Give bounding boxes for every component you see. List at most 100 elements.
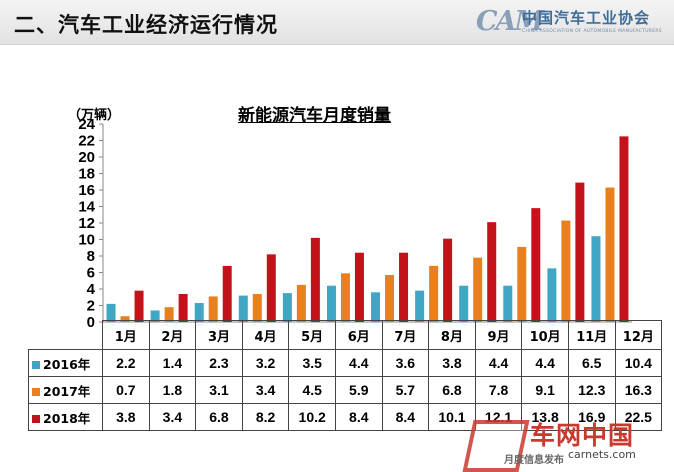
y-tick-label: 2 xyxy=(87,298,95,315)
bar-2016年-6月 xyxy=(326,285,336,322)
category-label: 5月 xyxy=(288,320,336,350)
bar-2017年-6月 xyxy=(340,273,350,322)
series-row: 2018年 3.8 3.4 6.8 8.2 10.2 8.4 8.4 10.1 12.1 13.8 1… xyxy=(28,403,663,431)
data-label: 9.1 xyxy=(521,376,569,404)
bar-2016年-3月 xyxy=(194,303,204,322)
data-label: 3.8 xyxy=(102,403,150,431)
bar-2016年-12月 xyxy=(591,236,601,322)
bar-2016年-1月 xyxy=(106,303,116,322)
bar-2018年-7月 xyxy=(399,252,409,322)
y-tick-label: 10 xyxy=(78,232,95,249)
legend-swatch xyxy=(32,415,40,423)
watermark-url: carnets.com xyxy=(568,448,636,461)
bar-2018年-1月 xyxy=(134,290,144,322)
category-label: 10月 xyxy=(521,320,569,350)
category-label: 8月 xyxy=(428,320,476,350)
series-name: 2018年 xyxy=(43,410,91,426)
series-legend-label: 2018年 xyxy=(28,403,103,431)
bar-2018年-10月 xyxy=(531,208,541,322)
bar-2016年-5月 xyxy=(282,293,292,322)
bar-2017年-10月 xyxy=(517,246,527,322)
category-label: 9月 xyxy=(474,320,523,350)
y-tick-label: 6 xyxy=(87,265,95,282)
data-label: 2.2 xyxy=(102,349,150,377)
bar-2018年-5月 xyxy=(310,237,320,322)
y-tick-label: 12 xyxy=(78,215,95,232)
slide-header: 二、汽车工业经济运行情况 CAM 中国汽车工业协会 CHINA ASSOCIAT… xyxy=(0,0,674,45)
bar-2017年-12月 xyxy=(605,187,615,322)
data-label: 6.5 xyxy=(567,349,616,377)
y-tick-label: 20 xyxy=(78,149,95,166)
watermark-subtitle: 月度信息发布 xyxy=(504,455,564,466)
data-label: 3.6 xyxy=(381,349,430,377)
data-label: 3.5 xyxy=(288,349,336,377)
bar-2016年-7月 xyxy=(371,292,381,322)
data-label: 16.9 xyxy=(567,403,616,431)
data-label: 16.3 xyxy=(614,376,663,404)
data-label: 2.3 xyxy=(195,349,243,377)
bar-2017年-9月 xyxy=(473,257,483,322)
bar-2018年-12月 xyxy=(619,136,629,322)
series-name: 2017年 xyxy=(43,383,91,399)
data-label: 0.7 xyxy=(102,376,150,404)
legend-swatch xyxy=(32,388,40,396)
y-tick-label: 24 xyxy=(78,116,95,133)
category-label: 2月 xyxy=(148,320,197,350)
bar-2016年-2月 xyxy=(150,310,160,322)
table-corner xyxy=(28,320,103,350)
bar-2017年-1月 xyxy=(120,316,130,322)
series-legend-label: 2016年 xyxy=(28,349,103,377)
y-tick-label: 8 xyxy=(87,248,95,265)
data-label: 1.4 xyxy=(148,349,197,377)
bar-2018年-2月 xyxy=(178,293,188,322)
data-label: 12.1 xyxy=(474,403,523,431)
data-label: 3.4 xyxy=(241,376,290,404)
caam-logo-mark: CAM xyxy=(476,6,544,37)
series-row: 2017年 0.7 1.8 3.1 3.4 4.5 5.9 5.7 6.8 7.8 9.1 12.3 1… xyxy=(28,376,663,404)
data-label: 12.3 xyxy=(567,376,616,404)
bar-2016年-8月 xyxy=(415,290,425,322)
bar-2017年-2月 xyxy=(164,307,174,322)
bar-2018年-9月 xyxy=(487,222,497,322)
bar-2017年-8月 xyxy=(429,265,439,322)
category-label: 7月 xyxy=(381,320,430,350)
y-tick-label: 16 xyxy=(78,182,95,199)
bar-2017年-7月 xyxy=(385,274,395,322)
data-label: 10.4 xyxy=(614,349,663,377)
y-axis-unit: （万辆） xyxy=(68,108,121,123)
series-row: 2016年 2.2 1.4 2.3 3.2 3.5 4.4 3.6 3.8 4.4 4.4 6.5 10… xyxy=(28,349,663,377)
data-label: 7.8 xyxy=(474,376,523,404)
data-label: 3.4 xyxy=(148,403,197,431)
data-label: 6.8 xyxy=(195,403,243,431)
data-label: 3.2 xyxy=(241,349,290,377)
category-label: 6月 xyxy=(334,320,383,350)
bar-2017年-4月 xyxy=(252,293,262,322)
data-table: 1月 2月 3月 4月 5月 6月 7月 8月 9月 10月 11月 12月 2016年 2.2 1.4 2… xyxy=(28,320,663,431)
data-label: 6.8 xyxy=(428,376,476,404)
category-label: 1月 xyxy=(102,320,150,350)
bar-2018年-8月 xyxy=(443,238,453,322)
bar-2018年-6月 xyxy=(354,252,364,322)
bar-2018年-11月 xyxy=(575,182,585,322)
data-label: 8.2 xyxy=(241,403,290,431)
data-label: 5.9 xyxy=(334,376,383,404)
category-label: 11月 xyxy=(567,320,616,350)
y-tick-label: 18 xyxy=(78,166,95,183)
category-label: 12月 xyxy=(614,320,663,350)
data-label: 8.4 xyxy=(334,403,383,431)
bar-2017年-5月 xyxy=(296,284,306,322)
data-label: 8.4 xyxy=(381,403,430,431)
caam-logo-english: CHINA ASSOCIATION OF AUTOMOBILE MANUFACT… xyxy=(522,29,662,34)
bar-2016年-11月 xyxy=(547,268,557,322)
bar-2018年-4月 xyxy=(266,254,276,322)
data-label: 4.4 xyxy=(334,349,383,377)
y-tick-label: 14 xyxy=(78,199,95,216)
data-label: 1.8 xyxy=(148,376,197,404)
carnets-watermark: 车网中国 月度信息发布 carnets.com xyxy=(462,408,674,472)
data-label: 3.1 xyxy=(195,376,243,404)
y-tick-label: 22 xyxy=(78,133,95,150)
bar-2017年-11月 xyxy=(561,220,571,322)
data-label: 4.4 xyxy=(474,349,523,377)
legend-swatch xyxy=(32,361,40,369)
